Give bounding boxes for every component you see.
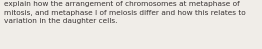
Text: explain how the arrangement of chromosomes at metaphase of
mitosis, and metaphas: explain how the arrangement of chromosom… — [4, 1, 246, 24]
